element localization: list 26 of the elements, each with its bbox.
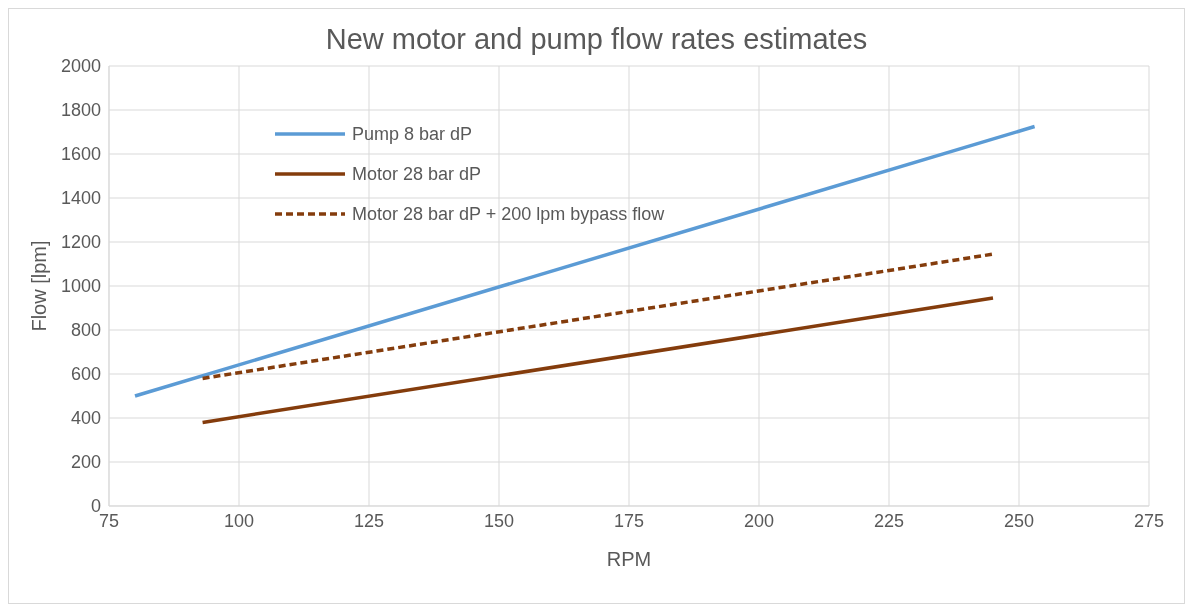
legend-label: Motor 28 bar dP: [352, 163, 482, 185]
x-tick-label: 200: [743, 510, 775, 531]
y-tick-label: 0: [90, 496, 101, 517]
x-tick-label: 250: [1003, 510, 1035, 531]
y-tick-label: 1200: [60, 232, 101, 253]
x-tick-label: 125: [353, 510, 385, 531]
x-tick-label: 75: [98, 510, 120, 531]
x-axis-title: RPM: [606, 548, 652, 570]
y-tick-label: 1000: [60, 276, 101, 297]
y-tick-label: 600: [70, 364, 101, 385]
legend-label: Pump 8 bar dP: [352, 123, 473, 145]
y-tick-label: 2000: [60, 56, 101, 77]
y-tick-label: 800: [70, 320, 101, 341]
x-tick-label: 100: [223, 510, 255, 531]
chart-title: New motor and pump flow rates estimates: [324, 23, 869, 56]
x-tick-label: 275: [1133, 510, 1165, 531]
x-tick-label: 225: [873, 510, 905, 531]
y-tick-label: 400: [70, 408, 101, 429]
y-tick-label: 200: [70, 452, 101, 473]
x-tick-label: 175: [613, 510, 645, 531]
x-tick-label: 150: [483, 510, 515, 531]
y-tick-label: 1400: [60, 188, 101, 209]
legend-label: Motor 28 bar dP + 200 lpm bypass flow: [352, 203, 665, 225]
y-tick-label: 1800: [60, 100, 101, 121]
y-axis-title: Flow [lpm]: [28, 240, 51, 332]
y-tick-label: 1600: [60, 144, 101, 165]
